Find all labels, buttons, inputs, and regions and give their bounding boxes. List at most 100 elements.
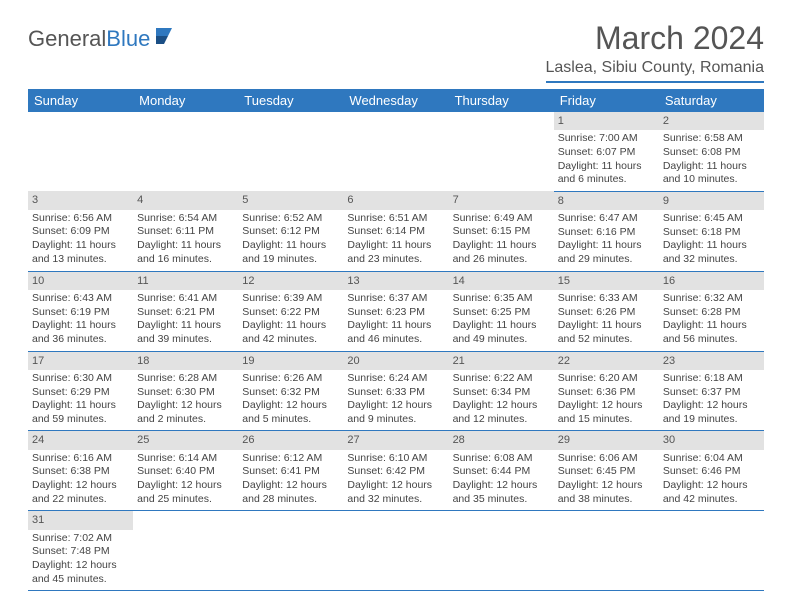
day-number: 19 <box>238 352 343 370</box>
calendar-row: 10 Sunrise: 6:43 AMSunset: 6:19 PMDayligh… <box>28 271 764 351</box>
weekday-header: Monday <box>133 89 238 112</box>
calendar-day-cell: 20 Sunrise: 6:24 AMSunset: 6:33 PMDayligh… <box>343 351 448 431</box>
location-text: Laslea, Sibiu County, Romania <box>546 59 765 83</box>
day-details: Sunrise: 6:16 AMSunset: 6:38 PMDaylight:… <box>32 452 129 507</box>
calendar-day-cell: 14 Sunrise: 6:35 AMSunset: 6:25 PMDayligh… <box>449 271 554 351</box>
calendar-empty-cell <box>343 112 448 191</box>
day-number: 29 <box>554 431 659 449</box>
day-number: 16 <box>659 272 764 290</box>
day-details: Sunrise: 6:30 AMSunset: 6:29 PMDaylight:… <box>32 372 129 427</box>
calendar-day-cell: 1Sunrise: 7:00 AMSunset: 6:07 PMDaylight… <box>554 112 659 191</box>
weekday-header-row: SundayMondayTuesdayWednesdayThursdayFrid… <box>28 89 764 112</box>
calendar-day-cell: 28Sunrise: 6:08 AMSunset: 6:44 PMDayligh… <box>449 431 554 511</box>
calendar-day-cell: 24 Sunrise: 6:16 AMSunset: 6:38 PMDayligh… <box>28 431 133 511</box>
weekday-header: Tuesday <box>238 89 343 112</box>
day-number: 5 <box>238 191 343 209</box>
month-title: March 2024 <box>546 20 765 57</box>
logo-text-1: General <box>28 26 106 52</box>
calendar-day-cell: 12Sunrise: 6:39 AMSunset: 6:22 PMDayligh… <box>238 271 343 351</box>
day-details: Sunrise: 6:10 AMSunset: 6:42 PMDaylight:… <box>347 452 444 507</box>
day-details: Sunrise: 6:43 AMSunset: 6:19 PMDaylight:… <box>32 292 129 347</box>
calendar-empty-cell <box>449 112 554 191</box>
day-details: Sunrise: 6:49 AMSunset: 6:15 PMDaylight:… <box>453 212 550 267</box>
calendar-day-cell: 25 Sunrise: 6:14 AMSunset: 6:40 PMDayligh… <box>133 431 238 511</box>
calendar-day-cell: 30 Sunrise: 6:04 AMSunset: 6:46 PMDayligh… <box>659 431 764 511</box>
day-number: 31 <box>28 511 133 529</box>
calendar-day-cell: 18Sunrise: 6:28 AMSunset: 6:30 PMDayligh… <box>133 351 238 431</box>
logo-text-2: Blue <box>106 26 150 52</box>
day-details: Sunrise: 6:47 AMSunset: 6:16 PMDaylight:… <box>558 212 655 267</box>
weekday-header: Thursday <box>449 89 554 112</box>
day-details: Sunrise: 6:06 AMSunset: 6:45 PMDaylight:… <box>558 452 655 507</box>
calendar-day-cell: 23 Sunrise: 6:18 AMSunset: 6:37 PMDayligh… <box>659 351 764 431</box>
day-details: Sunrise: 6:45 AMSunset: 6:18 PMDaylight:… <box>663 212 760 267</box>
day-number: 3 <box>28 191 133 209</box>
day-details: Sunrise: 6:12 AMSunset: 6:41 PMDaylight:… <box>242 452 339 507</box>
day-number: 13 <box>343 272 448 290</box>
header: GeneralBlue March 2024 Laslea, Sibiu Cou… <box>28 20 764 83</box>
day-details: Sunrise: 6:04 AMSunset: 6:46 PMDaylight:… <box>663 452 760 507</box>
day-details: Sunrise: 6:51 AMSunset: 6:14 PMDaylight:… <box>347 212 444 267</box>
day-number: 18 <box>133 352 238 370</box>
day-number: 10 <box>28 272 133 290</box>
calendar-empty-cell <box>659 511 764 591</box>
day-details: Sunrise: 6:33 AMSunset: 6:26 PMDaylight:… <box>558 292 655 347</box>
calendar-day-cell: 13 Sunrise: 6:37 AMSunset: 6:23 PMDayligh… <box>343 271 448 351</box>
day-number: 9 <box>659 192 764 210</box>
calendar-empty-cell <box>554 511 659 591</box>
day-details: Sunrise: 6:26 AMSunset: 6:32 PMDaylight:… <box>242 372 339 427</box>
calendar-day-cell: 5 Sunrise: 6:52 AMSunset: 6:12 PMDaylight… <box>238 191 343 271</box>
calendar-day-cell: 21 Sunrise: 6:22 AMSunset: 6:34 PMDayligh… <box>449 351 554 431</box>
day-number: 2 <box>659 112 764 130</box>
calendar-empty-cell <box>343 511 448 591</box>
calendar-empty-cell <box>238 511 343 591</box>
day-details: Sunrise: 6:58 AMSunset: 6:08 PMDaylight:… <box>663 132 760 187</box>
day-details: Sunrise: 6:22 AMSunset: 6:34 PMDaylight:… <box>453 372 550 427</box>
day-number: 4 <box>133 191 238 209</box>
calendar-day-cell: 11 Sunrise: 6:41 AMSunset: 6:21 PMDayligh… <box>133 271 238 351</box>
calendar-day-cell: 7 Sunrise: 6:49 AMSunset: 6:15 PMDaylight… <box>449 191 554 271</box>
day-details: Sunrise: 6:18 AMSunset: 6:37 PMDaylight:… <box>663 372 760 427</box>
day-number: 11 <box>133 272 238 290</box>
day-details: Sunrise: 6:52 AMSunset: 6:12 PMDaylight:… <box>242 212 339 267</box>
calendar-empty-cell <box>449 511 554 591</box>
calendar-day-cell: 29 Sunrise: 6:06 AMSunset: 6:45 PMDayligh… <box>554 431 659 511</box>
day-details: Sunrise: 6:54 AMSunset: 6:11 PMDaylight:… <box>137 212 234 267</box>
calendar-day-cell: 31Sunrise: 7:02 AMSunset: 7:48 PMDayligh… <box>28 511 133 591</box>
calendar-day-cell: 22Sunrise: 6:20 AMSunset: 6:36 PMDayligh… <box>554 351 659 431</box>
calendar-day-cell: 19 Sunrise: 6:26 AMSunset: 6:32 PMDayligh… <box>238 351 343 431</box>
calendar-day-cell: 27Sunrise: 6:10 AMSunset: 6:42 PMDayligh… <box>343 431 448 511</box>
day-details: Sunrise: 6:32 AMSunset: 6:28 PMDaylight:… <box>663 292 760 347</box>
day-number: 23 <box>659 352 764 370</box>
day-number: 26 <box>238 431 343 449</box>
logo-flag-icon <box>154 26 182 52</box>
calendar-day-cell: 16 Sunrise: 6:32 AMSunset: 6:28 PMDayligh… <box>659 271 764 351</box>
calendar-day-cell: 10 Sunrise: 6:43 AMSunset: 6:19 PMDayligh… <box>28 271 133 351</box>
day-details: Sunrise: 6:35 AMSunset: 6:25 PMDaylight:… <box>453 292 550 347</box>
calendar-row: 1Sunrise: 7:00 AMSunset: 6:07 PMDaylight… <box>28 112 764 191</box>
day-details: Sunrise: 6:20 AMSunset: 6:36 PMDaylight:… <box>558 372 655 427</box>
calendar-body: 1Sunrise: 7:00 AMSunset: 6:07 PMDaylight… <box>28 112 764 591</box>
calendar-row: 24 Sunrise: 6:16 AMSunset: 6:38 PMDayligh… <box>28 431 764 511</box>
calendar-row: 3Sunrise: 6:56 AMSunset: 6:09 PMDaylight… <box>28 191 764 271</box>
day-number: 15 <box>554 272 659 290</box>
calendar-empty-cell <box>133 511 238 591</box>
day-number: 25 <box>133 431 238 449</box>
calendar-day-cell: 8 Sunrise: 6:47 AMSunset: 6:16 PMDaylight… <box>554 191 659 271</box>
day-details: Sunrise: 6:37 AMSunset: 6:23 PMDaylight:… <box>347 292 444 347</box>
calendar-row: 31Sunrise: 7:02 AMSunset: 7:48 PMDayligh… <box>28 511 764 591</box>
day-number: 20 <box>343 352 448 370</box>
calendar-day-cell: 6Sunrise: 6:51 AMSunset: 6:14 PMDaylight… <box>343 191 448 271</box>
day-details: Sunrise: 6:14 AMSunset: 6:40 PMDaylight:… <box>137 452 234 507</box>
day-number: 8 <box>554 192 659 210</box>
calendar-empty-cell <box>28 112 133 191</box>
day-number: 24 <box>28 431 133 449</box>
calendar-day-cell: 3Sunrise: 6:56 AMSunset: 6:09 PMDaylight… <box>28 191 133 271</box>
day-number: 28 <box>449 431 554 449</box>
day-details: Sunrise: 6:41 AMSunset: 6:21 PMDaylight:… <box>137 292 234 347</box>
day-details: Sunrise: 6:24 AMSunset: 6:33 PMDaylight:… <box>347 372 444 427</box>
day-number: 7 <box>449 191 554 209</box>
day-number: 21 <box>449 352 554 370</box>
day-number: 14 <box>449 272 554 290</box>
day-number: 30 <box>659 431 764 449</box>
